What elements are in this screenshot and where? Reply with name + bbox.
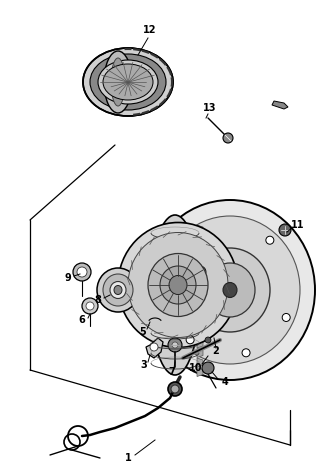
Circle shape — [168, 382, 182, 396]
Circle shape — [77, 267, 87, 277]
Polygon shape — [197, 320, 203, 329]
Ellipse shape — [97, 268, 139, 312]
Text: 13: 13 — [203, 103, 217, 113]
Text: 7: 7 — [169, 367, 176, 377]
Polygon shape — [146, 338, 163, 358]
Ellipse shape — [205, 263, 255, 317]
Circle shape — [168, 338, 182, 352]
Circle shape — [73, 263, 91, 281]
Polygon shape — [197, 358, 203, 367]
Text: 1: 1 — [124, 453, 131, 463]
Text: 9: 9 — [65, 273, 72, 283]
Text: 12: 12 — [143, 25, 157, 35]
Ellipse shape — [83, 48, 173, 116]
Ellipse shape — [111, 58, 125, 106]
Ellipse shape — [103, 274, 133, 306]
Circle shape — [82, 298, 98, 314]
Circle shape — [205, 337, 211, 343]
Text: 11: 11 — [291, 220, 305, 230]
Circle shape — [202, 362, 214, 374]
Polygon shape — [197, 330, 203, 339]
Text: 6: 6 — [79, 315, 85, 325]
Circle shape — [223, 133, 233, 143]
Ellipse shape — [118, 222, 238, 348]
Ellipse shape — [114, 285, 122, 294]
Circle shape — [172, 342, 178, 348]
Polygon shape — [197, 311, 203, 320]
Polygon shape — [197, 301, 203, 310]
Polygon shape — [197, 244, 203, 253]
Text: 8: 8 — [95, 295, 101, 305]
Circle shape — [194, 266, 206, 278]
Circle shape — [186, 336, 194, 344]
Polygon shape — [197, 235, 203, 244]
Text: 10: 10 — [189, 363, 203, 373]
Ellipse shape — [98, 60, 158, 104]
Ellipse shape — [110, 282, 126, 298]
Text: 3: 3 — [141, 360, 147, 370]
Circle shape — [279, 224, 291, 236]
Circle shape — [242, 349, 250, 357]
Polygon shape — [144, 300, 162, 325]
Ellipse shape — [190, 248, 270, 332]
Polygon shape — [197, 263, 203, 272]
Circle shape — [186, 236, 194, 244]
Polygon shape — [197, 273, 203, 282]
Ellipse shape — [90, 54, 166, 110]
Polygon shape — [197, 282, 203, 291]
Polygon shape — [197, 368, 203, 377]
Circle shape — [171, 385, 179, 393]
Text: 4: 4 — [222, 377, 228, 387]
Polygon shape — [197, 349, 203, 358]
Ellipse shape — [160, 216, 300, 364]
Polygon shape — [272, 101, 288, 109]
Ellipse shape — [104, 51, 132, 113]
Circle shape — [266, 236, 274, 244]
Circle shape — [150, 343, 158, 351]
Polygon shape — [197, 225, 203, 234]
Ellipse shape — [103, 64, 153, 100]
Ellipse shape — [128, 232, 228, 338]
Ellipse shape — [150, 215, 200, 375]
Ellipse shape — [169, 276, 187, 294]
Polygon shape — [197, 254, 203, 263]
Polygon shape — [197, 292, 203, 301]
Circle shape — [186, 258, 214, 286]
Ellipse shape — [223, 283, 237, 297]
Ellipse shape — [160, 266, 196, 304]
Circle shape — [282, 314, 290, 322]
Text: 5: 5 — [140, 327, 146, 337]
Text: 2: 2 — [213, 346, 219, 356]
Ellipse shape — [145, 200, 315, 380]
Circle shape — [86, 302, 94, 310]
Ellipse shape — [148, 254, 208, 316]
Polygon shape — [197, 339, 203, 348]
